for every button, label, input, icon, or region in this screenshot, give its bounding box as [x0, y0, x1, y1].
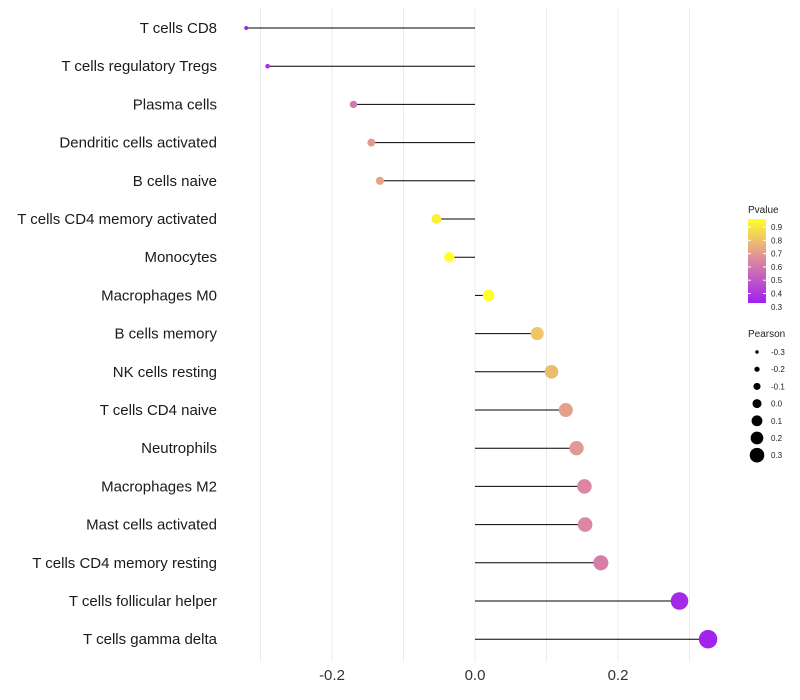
lollipop-point: [593, 555, 609, 571]
lollipop-point: [558, 402, 573, 418]
y-axis-label: Plasma cells: [133, 96, 217, 113]
pearson-legend-key: [751, 415, 763, 427]
y-axis-label: Neutrophils: [141, 440, 217, 457]
pvalue-legend-title: Pvalue: [748, 205, 779, 216]
lollipop-point: [530, 327, 544, 341]
y-axis-labels: T cells CD8 T cells regulatory Tregs Plasm…: [17, 20, 217, 648]
pearson-legend-key: [753, 382, 761, 390]
pearson-legend-tick: -0.1: [771, 382, 785, 391]
pearson-legend-tick: 0.1: [771, 417, 783, 426]
lollipop-point: [367, 138, 376, 147]
y-axis-label: Dendritic cells activated: [59, 135, 217, 152]
y-axis-label: T cells CD8: [140, 20, 217, 37]
pearson-legend-tick: 0.2: [771, 434, 783, 443]
y-axis-label: T cells gamma delta: [83, 631, 218, 648]
pvalue-legend-tick: 0.5: [771, 276, 783, 285]
pearson-legend-tick: 0.0: [771, 400, 783, 409]
y-axis-label: T cells CD4 memory activated: [17, 211, 217, 228]
pearson-legend: Pearson -0.3 -0.2 -0.1 0.0 0.1 0.2 0.3: [748, 329, 785, 463]
lollipop-point: [577, 517, 593, 532]
pvalue-legend-tick: 0.9: [771, 223, 783, 232]
pearson-legend-tick: -0.2: [771, 365, 785, 374]
y-axis-label: T cells follicular helper: [69, 593, 217, 610]
pearson-legend-key: [752, 399, 762, 409]
y-axis-label: Macrophages M0: [101, 287, 217, 304]
lollipop-point: [349, 100, 358, 109]
pearson-legend-key: [750, 431, 764, 445]
pvalue-legend-tick: 0.4: [771, 290, 783, 299]
pearson-legend-key: [749, 447, 765, 463]
x-axis-tick-labels: -0.2 0.0 0.2: [319, 667, 628, 684]
lollipop-point: [569, 441, 584, 456]
y-axis-label: B cells memory: [114, 326, 217, 343]
pearson-legend-key: [755, 350, 759, 354]
lollipop-point: [670, 592, 689, 610]
pvalue-legend: Pvalue 0.9 0.8 0.7 0.6 0.5 0.4 0.3: [748, 205, 783, 312]
grid-layer: [260, 8, 690, 662]
pvalue-legend-tick: 0.6: [771, 263, 783, 272]
y-axis-label: T cells regulatory Tregs: [61, 58, 217, 75]
lollipop-point: [482, 289, 495, 302]
pearson-legend-tick: 0.3: [771, 451, 783, 460]
y-axis-label: B cells naive: [133, 173, 217, 190]
x-tick-label: 0.2: [608, 667, 629, 684]
lollipop-point: [244, 26, 249, 30]
x-tick-label: -0.2: [319, 667, 345, 684]
lollipop-point: [698, 629, 718, 649]
x-tick-label: 0.0: [465, 667, 486, 684]
pearson-legend-title: Pearson: [748, 329, 785, 340]
lollipop-point: [431, 214, 442, 224]
lollipop-point: [265, 63, 270, 69]
y-axis-label: Mast cells activated: [86, 517, 217, 534]
y-axis-label: Macrophages M2: [101, 478, 217, 495]
lollipop-point: [577, 479, 592, 494]
y-axis-label: T cells CD4 naive: [100, 402, 217, 419]
y-axis-label: T cells CD4 memory resting: [32, 555, 217, 572]
lollipop-point: [375, 176, 384, 185]
pvalue-legend-tick: 0.3: [771, 303, 783, 312]
lollipop-point: [544, 365, 559, 379]
y-axis-label: NK cells resting: [113, 364, 217, 381]
point-layer: [244, 26, 718, 649]
pearson-legend-key: [754, 366, 760, 372]
pvalue-colorbar: [748, 219, 766, 303]
pvalue-legend-tick: 0.8: [771, 236, 783, 245]
lollipop-point: [444, 252, 455, 263]
pearson-legend-tick: -0.3: [771, 348, 785, 357]
segment-layer: [246, 27, 709, 640]
y-axis-label: Monocytes: [144, 249, 217, 266]
pvalue-legend-tick: 0.7: [771, 250, 783, 259]
